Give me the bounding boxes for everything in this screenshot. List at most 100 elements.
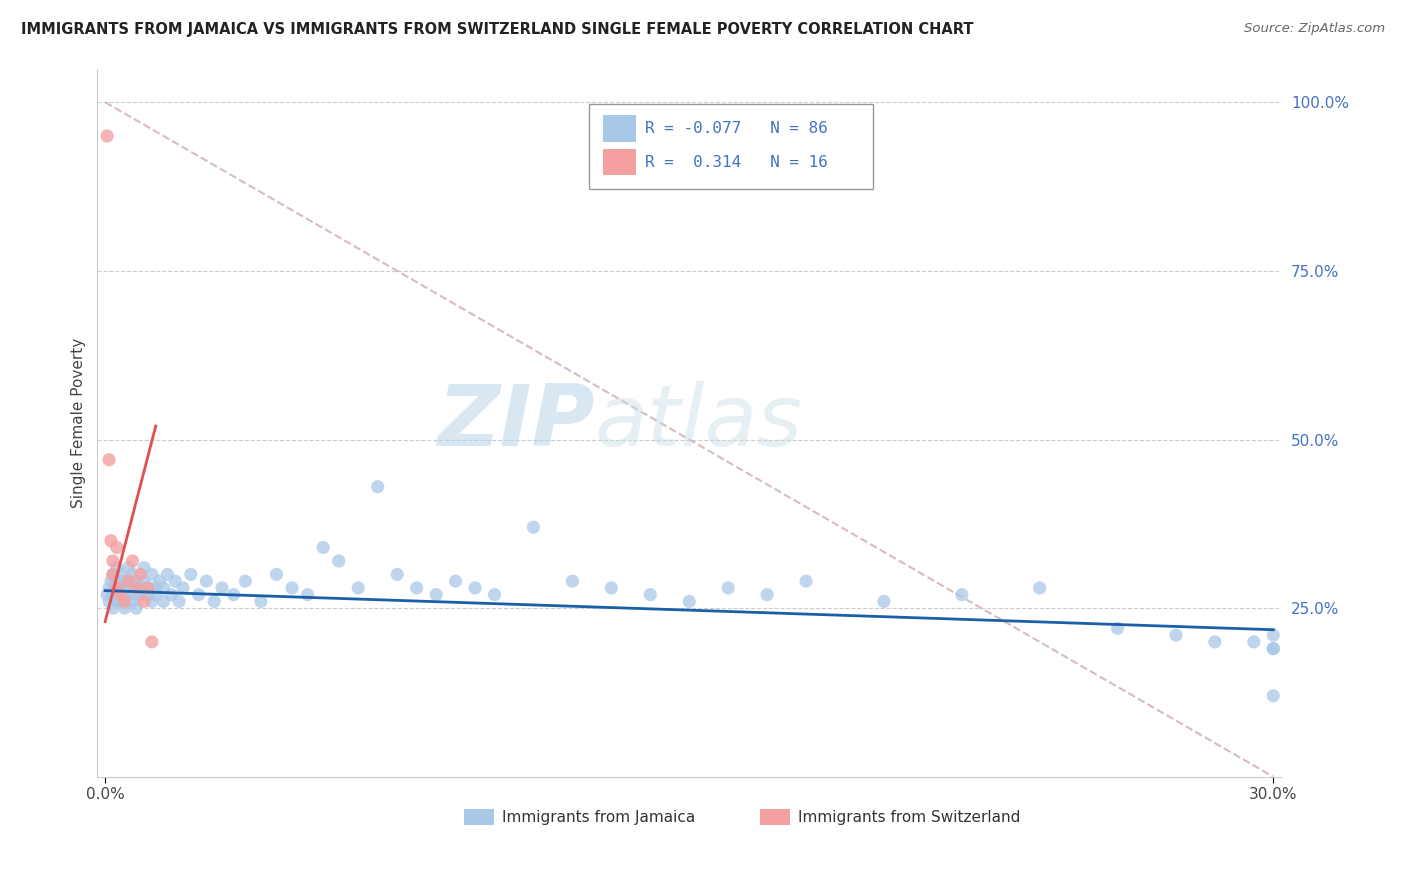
Point bbox=[464, 581, 486, 595]
Point bbox=[152, 594, 174, 608]
Point bbox=[129, 588, 152, 602]
Point bbox=[114, 601, 136, 615]
Point bbox=[117, 574, 139, 589]
Point bbox=[114, 581, 136, 595]
Point bbox=[425, 588, 447, 602]
Point bbox=[105, 574, 128, 589]
Point bbox=[125, 574, 148, 589]
Bar bbox=[464, 809, 494, 825]
Point bbox=[125, 581, 148, 595]
Point bbox=[281, 581, 304, 595]
Point bbox=[172, 581, 194, 595]
Point bbox=[1028, 581, 1050, 595]
Point bbox=[233, 574, 256, 589]
Point bbox=[1164, 628, 1187, 642]
Point bbox=[328, 554, 350, 568]
Point bbox=[117, 588, 139, 602]
Point bbox=[1243, 635, 1265, 649]
Point bbox=[250, 594, 273, 608]
Text: Immigrants from Switzerland: Immigrants from Switzerland bbox=[799, 810, 1021, 824]
Point bbox=[101, 588, 124, 602]
Point bbox=[141, 567, 163, 582]
Point bbox=[1204, 635, 1226, 649]
Text: R =  0.314   N = 16: R = 0.314 N = 16 bbox=[645, 154, 828, 169]
Point bbox=[152, 581, 174, 595]
Text: Immigrants from Jamaica: Immigrants from Jamaica bbox=[502, 810, 696, 824]
Point bbox=[110, 594, 132, 608]
Point bbox=[297, 588, 319, 602]
Point bbox=[600, 581, 623, 595]
Point bbox=[165, 574, 187, 589]
Point bbox=[129, 567, 152, 582]
Point bbox=[1263, 628, 1285, 642]
Point bbox=[110, 588, 132, 602]
Point bbox=[96, 588, 118, 602]
Point bbox=[98, 594, 121, 608]
Point bbox=[180, 567, 202, 582]
Point bbox=[141, 635, 163, 649]
Point bbox=[1107, 621, 1129, 635]
Text: IMMIGRANTS FROM JAMAICA VS IMMIGRANTS FROM SWITZERLAND SINGLE FEMALE POVERTY COR: IMMIGRANTS FROM JAMAICA VS IMMIGRANTS FR… bbox=[21, 22, 973, 37]
Point bbox=[101, 567, 124, 582]
Point bbox=[1263, 641, 1285, 656]
Point bbox=[149, 574, 172, 589]
Point bbox=[522, 520, 544, 534]
Point bbox=[195, 574, 218, 589]
Point bbox=[1263, 689, 1285, 703]
Y-axis label: Single Female Poverty: Single Female Poverty bbox=[72, 337, 86, 508]
Bar bbox=[603, 149, 636, 176]
Point bbox=[111, 574, 134, 589]
Point bbox=[211, 581, 233, 595]
Point bbox=[756, 588, 779, 602]
Point bbox=[561, 574, 583, 589]
Point bbox=[105, 541, 128, 555]
Point bbox=[167, 594, 190, 608]
Bar bbox=[603, 115, 636, 142]
Point bbox=[136, 581, 159, 595]
Point bbox=[141, 594, 163, 608]
Text: atlas: atlas bbox=[595, 381, 803, 464]
Point bbox=[101, 601, 124, 615]
Point bbox=[484, 588, 506, 602]
Point bbox=[405, 581, 427, 595]
Point bbox=[121, 567, 143, 582]
Point bbox=[117, 560, 139, 574]
Text: ZIP: ZIP bbox=[437, 381, 595, 464]
Point bbox=[114, 588, 136, 602]
Point bbox=[107, 588, 129, 602]
Point bbox=[132, 560, 155, 574]
Point bbox=[678, 594, 700, 608]
Point bbox=[121, 594, 143, 608]
Point bbox=[104, 581, 127, 595]
Point bbox=[100, 533, 122, 548]
Point bbox=[717, 581, 740, 595]
Point bbox=[794, 574, 817, 589]
Point bbox=[950, 588, 973, 602]
Point bbox=[132, 574, 155, 589]
FancyBboxPatch shape bbox=[589, 104, 873, 189]
Point bbox=[105, 560, 128, 574]
Point bbox=[873, 594, 896, 608]
Point bbox=[129, 581, 152, 595]
Point bbox=[347, 581, 370, 595]
Point bbox=[110, 581, 132, 595]
Text: Source: ZipAtlas.com: Source: ZipAtlas.com bbox=[1244, 22, 1385, 36]
Point bbox=[96, 128, 118, 143]
Point bbox=[121, 554, 143, 568]
Point bbox=[136, 588, 159, 602]
Bar bbox=[761, 809, 790, 825]
Point bbox=[117, 574, 139, 589]
Text: R = -0.077   N = 86: R = -0.077 N = 86 bbox=[645, 121, 828, 136]
Point bbox=[125, 601, 148, 615]
Point bbox=[132, 594, 155, 608]
Point bbox=[367, 480, 389, 494]
Point bbox=[125, 588, 148, 602]
Point bbox=[110, 567, 132, 582]
Point bbox=[156, 567, 179, 582]
Point bbox=[444, 574, 467, 589]
Point bbox=[385, 567, 408, 582]
Point bbox=[1263, 641, 1285, 656]
Point bbox=[98, 581, 121, 595]
Point bbox=[121, 581, 143, 595]
Point bbox=[202, 594, 225, 608]
